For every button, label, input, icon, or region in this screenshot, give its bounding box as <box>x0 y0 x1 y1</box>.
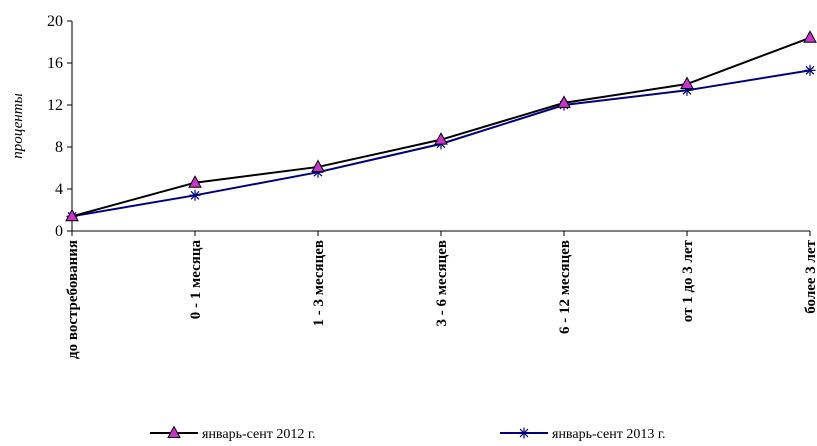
data-point <box>188 175 202 188</box>
y-tick-label: 16 <box>47 55 63 72</box>
legend-label: январь-сент 2012 г. <box>202 427 316 442</box>
category-label: 6 - 12 месяцев <box>557 240 573 334</box>
category-label: более 3 лет <box>803 239 817 313</box>
legend-item: январь-сент 2013 г. <box>500 427 666 442</box>
series-1 <box>65 30 817 222</box>
data-point <box>311 159 325 172</box>
legend-marker <box>518 427 530 439</box>
category-label: от 1 до 3 лет <box>680 239 696 322</box>
y-tick-label: 8 <box>55 139 63 156</box>
data-point <box>65 208 79 222</box>
data-point <box>804 64 816 76</box>
data-point <box>557 95 571 108</box>
legend: январь-сент 2012 г. январь-сент 2013 г. <box>150 425 666 442</box>
y-axis-title: проценты <box>10 93 26 158</box>
legend-label: январь-сент 2013 г. <box>552 427 666 442</box>
category-label: до востребования <box>65 240 81 359</box>
category-label: 3 - 6 месяцев <box>434 240 450 326</box>
legend-marker <box>167 425 181 438</box>
data-point <box>803 30 817 43</box>
y-tick-label: 0 <box>55 223 63 240</box>
y-tick-label: 20 <box>47 13 63 30</box>
data-point <box>434 132 448 145</box>
data-point <box>680 76 694 89</box>
data-point <box>189 189 201 201</box>
y-tick-label: 12 <box>47 97 63 114</box>
category-label: 0 - 1 месяца <box>188 240 204 320</box>
y-tick-label: 4 <box>55 181 63 198</box>
series-line <box>71 36 811 218</box>
series-layer <box>65 30 817 222</box>
category-label: 1 - 3 месяцев <box>311 240 327 326</box>
x-ticks: до востребования 0 - 1 месяца 1 - 3 месяце… <box>65 231 817 359</box>
y-ticks: 0 4 8 12 16 20 <box>47 13 72 240</box>
legend-item: январь-сент 2012 г. <box>150 425 316 442</box>
